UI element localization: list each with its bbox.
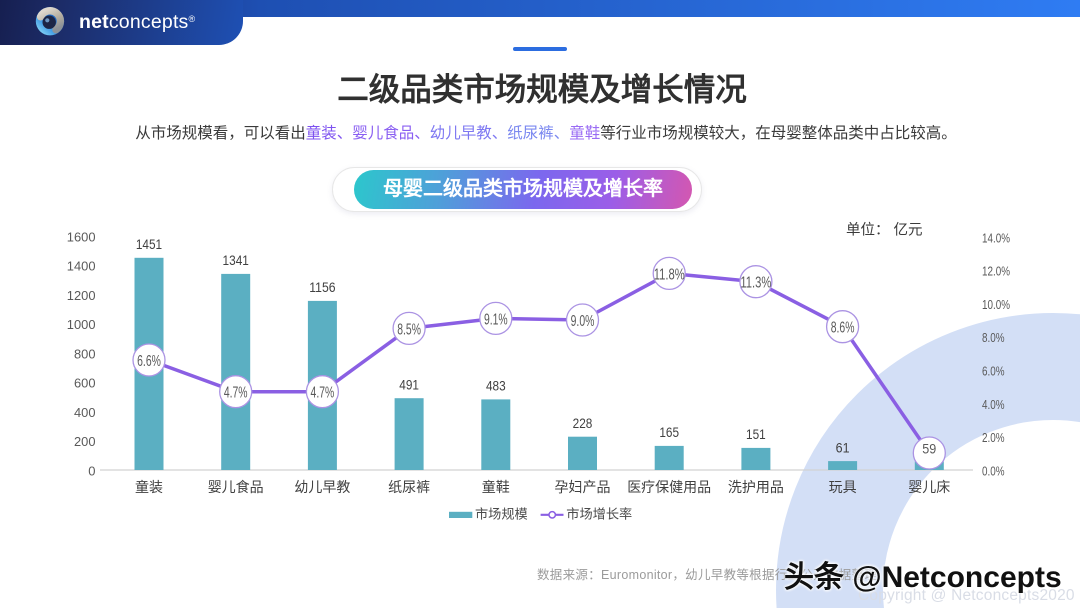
svg-text:6.0%: 6.0% bbox=[982, 365, 1005, 379]
svg-text:婴儿食品: 婴儿食品 bbox=[208, 479, 264, 495]
svg-text:200: 200 bbox=[74, 434, 96, 449]
svg-text:市场规模: 市场规模 bbox=[475, 505, 528, 521]
svg-text:童装: 童装 bbox=[135, 479, 163, 495]
svg-text:幼儿早教: 幼儿早教 bbox=[294, 479, 350, 495]
svg-text:1400: 1400 bbox=[67, 259, 96, 274]
svg-text:4.0%: 4.0% bbox=[982, 398, 1005, 412]
svg-text:61: 61 bbox=[836, 440, 850, 455]
svg-text:1600: 1600 bbox=[67, 229, 96, 244]
svg-text:1341: 1341 bbox=[223, 253, 249, 268]
svg-text:1451: 1451 bbox=[136, 237, 162, 252]
svg-text:10.0%: 10.0% bbox=[982, 298, 1010, 312]
svg-text:8.5%: 8.5% bbox=[397, 321, 421, 338]
svg-text:14.0%: 14.0% bbox=[982, 231, 1010, 245]
svg-text:11.3%: 11.3% bbox=[740, 275, 771, 292]
svg-text:2.0%: 2.0% bbox=[982, 431, 1005, 445]
svg-text:59: 59 bbox=[922, 440, 936, 456]
svg-text:单位： 亿元: 单位： 亿元 bbox=[846, 222, 923, 239]
svg-text:0: 0 bbox=[88, 463, 95, 478]
svg-text:8.6%: 8.6% bbox=[831, 320, 855, 337]
svg-text:9.0%: 9.0% bbox=[571, 313, 595, 330]
svg-text:童鞋: 童鞋 bbox=[482, 479, 510, 495]
svg-text:400: 400 bbox=[74, 405, 96, 420]
svg-text:151: 151 bbox=[746, 427, 766, 442]
svg-text:市场增长率: 市场增长率 bbox=[566, 505, 632, 521]
svg-text:165: 165 bbox=[659, 425, 679, 440]
svg-text:11.8%: 11.8% bbox=[654, 266, 685, 283]
svg-text:医疗保健用品: 医疗保健用品 bbox=[627, 479, 711, 495]
svg-text:12.0%: 12.0% bbox=[982, 265, 1010, 279]
svg-text:洗护用品: 洗护用品 bbox=[728, 479, 784, 495]
svg-text:4.7%: 4.7% bbox=[311, 385, 335, 402]
svg-text:婴儿床: 婴儿床 bbox=[908, 479, 950, 495]
svg-text:800: 800 bbox=[74, 346, 96, 361]
svg-text:1156: 1156 bbox=[309, 280, 335, 295]
svg-text:1000: 1000 bbox=[67, 317, 96, 332]
svg-text:8.0%: 8.0% bbox=[982, 331, 1005, 345]
svg-text:玩具: 玩具 bbox=[829, 479, 857, 495]
svg-text:纸尿裤: 纸尿裤 bbox=[388, 479, 430, 495]
svg-text:0.0%: 0.0% bbox=[982, 464, 1005, 478]
svg-text:4.7%: 4.7% bbox=[224, 385, 248, 402]
svg-text:600: 600 bbox=[74, 376, 96, 391]
svg-text:1200: 1200 bbox=[67, 288, 96, 303]
svg-text:491: 491 bbox=[399, 378, 419, 393]
svg-text:228: 228 bbox=[573, 416, 593, 431]
svg-text:孕妇产品: 孕妇产品 bbox=[555, 479, 611, 495]
svg-text:6.6%: 6.6% bbox=[137, 353, 161, 370]
svg-text:483: 483 bbox=[486, 379, 506, 394]
svg-text:9.1%: 9.1% bbox=[484, 311, 508, 328]
